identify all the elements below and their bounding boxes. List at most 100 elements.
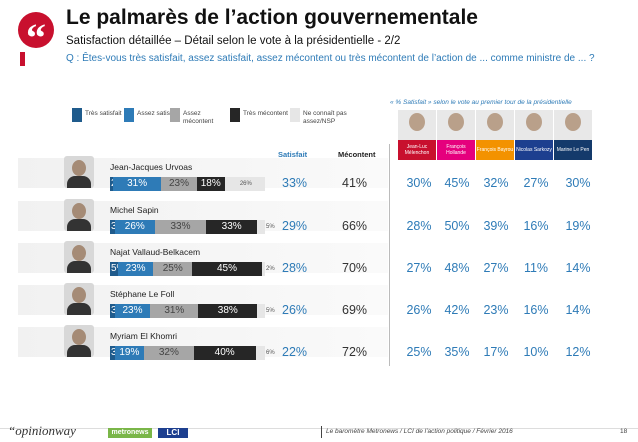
bar-segment: 33% (154, 220, 207, 234)
candidate-photo: François Hollande (437, 110, 475, 160)
opinionway-logo: “opinionway (8, 423, 76, 438)
satisfait-value: 28% (282, 261, 308, 275)
candidate-photo: Jean-Luc Mélenchon (398, 110, 436, 160)
candidate-satisfaction-value: 27% (523, 176, 549, 190)
minister-name: Myriam El Khomri (110, 331, 178, 341)
bar-segment: 38% (198, 304, 258, 318)
candidate-name: François Hollande (437, 140, 475, 160)
candidate-satisfaction-value: 27% (483, 261, 509, 275)
vertical-divider (389, 144, 390, 366)
candidate-satisfaction-value: 48% (444, 261, 470, 275)
bar-label-nsp: 5% (266, 224, 275, 230)
satisfait-value: 22% (282, 345, 308, 359)
bar-segment: 31% (150, 304, 199, 318)
page-number: 18 (620, 428, 628, 435)
bar-segment-nsp (257, 304, 265, 318)
bar-segment: 18% (196, 177, 225, 191)
minister-photo (64, 156, 94, 188)
bar-segment: 23% (117, 262, 154, 276)
column-header-satisfait: Satisfait (278, 150, 308, 159)
candidate-photo: François Bayrou (476, 110, 514, 160)
legend-label: Assez satisfait (137, 110, 179, 117)
mecontent-value: 69% (342, 303, 368, 317)
candidate-satisfaction-value: 11% (523, 261, 549, 275)
candidate-name: François Bayrou (476, 140, 514, 160)
legend-label: Très satisfait (85, 110, 122, 117)
accent-bar (20, 52, 25, 66)
column-header-mecontent: Mécontent (338, 150, 376, 159)
candidate-satisfaction-value: 32% (483, 176, 509, 190)
candidate-satisfaction-value: 27% (406, 261, 432, 275)
minister-photo (64, 283, 94, 315)
candidate-satisfaction-value: 30% (406, 176, 432, 190)
candidate-satisfaction-value: 17% (483, 345, 509, 359)
minister-name: Stéphane Le Foll (110, 289, 175, 299)
bar-label-nsp: 5% (266, 308, 275, 314)
candidate-satisfaction-value: 35% (444, 345, 470, 359)
bar-segment: 26% (114, 220, 155, 234)
bar-label-nsp: 2% (266, 266, 275, 272)
candidate-satisfaction-value: 10% (523, 345, 549, 359)
candidate-satisfaction-value: 50% (444, 219, 470, 233)
legend-label: Très mécontent (243, 110, 288, 117)
candidate-satisfaction-value: 25% (406, 345, 432, 359)
mecontent-value: 41% (342, 176, 368, 190)
footer-text: Le baromètre Metronews / LCI de l’action… (326, 428, 513, 435)
candidate-satisfaction-value: 16% (523, 219, 549, 233)
minister-name: Michel Sapin (110, 205, 159, 215)
candidate-satisfaction-value: 14% (565, 303, 591, 317)
legend-swatch (170, 108, 180, 122)
candidate-satisfaction-value: 39% (483, 219, 509, 233)
person-silhouette-icon (72, 160, 86, 176)
bar-segment-nsp (224, 177, 265, 191)
bar-segment: 31% (113, 177, 162, 191)
minister-name: Jean-Jacques Urvoas (110, 162, 193, 172)
person-silhouette-icon (409, 113, 425, 131)
satisfait-value: 33% (282, 176, 308, 190)
bar-label-nsp: 26% (239, 181, 252, 187)
mecontent-value: 70% (342, 261, 368, 275)
minister-photo (64, 199, 94, 231)
bar-segment-nsp (261, 262, 265, 276)
question-text: Q : Êtes-vous très satisfait, assez sati… (66, 53, 595, 64)
candidate-name: Nicolas Sarkozy (515, 140, 553, 160)
candidate-satisfaction-value: 12% (565, 345, 591, 359)
metronews-logo: metronews (108, 428, 152, 438)
footer-divider (0, 428, 638, 429)
person-torso-icon (67, 176, 91, 188)
candidate-satisfaction-value: 16% (523, 303, 549, 317)
bar-segment: 32% (144, 346, 194, 360)
bar-label-nsp: 6% (266, 350, 275, 356)
person-torso-icon (67, 345, 91, 357)
bar-segment: 40% (193, 346, 256, 360)
candidate-satisfaction-value: 23% (483, 303, 509, 317)
minister-name: Najat Vallaud-Belkacem (110, 247, 201, 257)
candidate-photo: Nicolas Sarkozy (515, 110, 553, 160)
quote-logo: “ (18, 12, 54, 60)
satisfait-value: 29% (282, 219, 308, 233)
minister-photo (64, 325, 94, 357)
candidate-name: Marine Le Pen (554, 140, 592, 160)
bar-segment-nsp (255, 346, 265, 360)
person-silhouette-icon (72, 329, 86, 345)
bar-segment: 23% (114, 304, 151, 318)
person-silhouette-icon (72, 203, 86, 219)
satisfait-value: 26% (282, 303, 308, 317)
page-title: Le palmarès de l’action gouvernementale (66, 6, 478, 29)
candidate-satisfaction-value: 28% (406, 219, 432, 233)
person-silhouette-icon (72, 245, 86, 261)
candidate-name: Jean-Luc Mélenchon (398, 140, 436, 160)
bar-segment: 23% (161, 177, 197, 191)
legend-swatch (72, 108, 82, 122)
legend-swatch (230, 108, 240, 122)
footer-separator (321, 426, 322, 438)
bar-segment: 45% (192, 262, 262, 276)
person-torso-icon (67, 303, 91, 315)
mecontent-value: 66% (342, 219, 368, 233)
person-torso-icon (67, 261, 91, 273)
legend-label: Ne connaît pas assez/NSP (303, 110, 347, 125)
person-torso-icon (67, 219, 91, 231)
person-silhouette-icon (487, 113, 503, 131)
candidate-satisfaction-value: 19% (565, 219, 591, 233)
minister-photo (64, 241, 94, 273)
